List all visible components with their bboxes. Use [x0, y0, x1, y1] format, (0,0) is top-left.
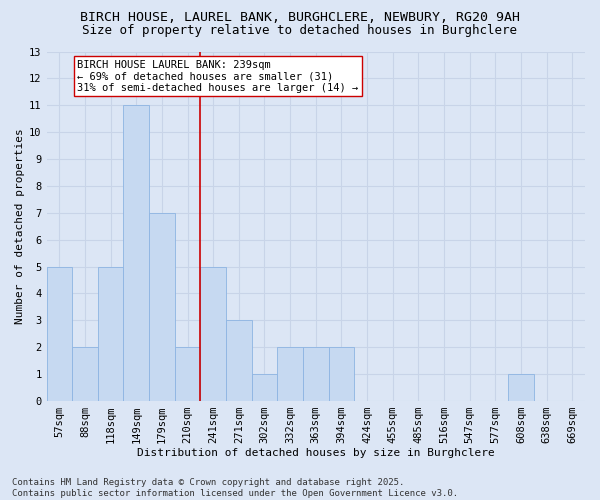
Bar	[251, 374, 277, 401]
Y-axis label: Number of detached properties: Number of detached properties	[15, 128, 25, 324]
Bar	[175, 347, 200, 401]
X-axis label: Distribution of detached houses by size in Burghclere: Distribution of detached houses by size …	[137, 448, 494, 458]
Bar	[303, 347, 329, 401]
Text: Contains HM Land Registry data © Crown copyright and database right 2025.
Contai: Contains HM Land Registry data © Crown c…	[12, 478, 458, 498]
Bar	[72, 347, 98, 401]
Bar	[508, 374, 534, 401]
Bar	[149, 213, 175, 401]
Bar	[226, 320, 251, 401]
Text: BIRCH HOUSE LAUREL BANK: 239sqm
← 69% of detached houses are smaller (31)
31% of: BIRCH HOUSE LAUREL BANK: 239sqm ← 69% of…	[77, 60, 359, 93]
Bar	[124, 106, 149, 401]
Bar	[277, 347, 303, 401]
Bar	[329, 347, 354, 401]
Bar	[200, 266, 226, 401]
Bar	[98, 266, 124, 401]
Text: BIRCH HOUSE, LAUREL BANK, BURGHCLERE, NEWBURY, RG20 9AH: BIRCH HOUSE, LAUREL BANK, BURGHCLERE, NE…	[80, 11, 520, 24]
Bar	[47, 266, 72, 401]
Text: Size of property relative to detached houses in Burghclere: Size of property relative to detached ho…	[83, 24, 517, 37]
